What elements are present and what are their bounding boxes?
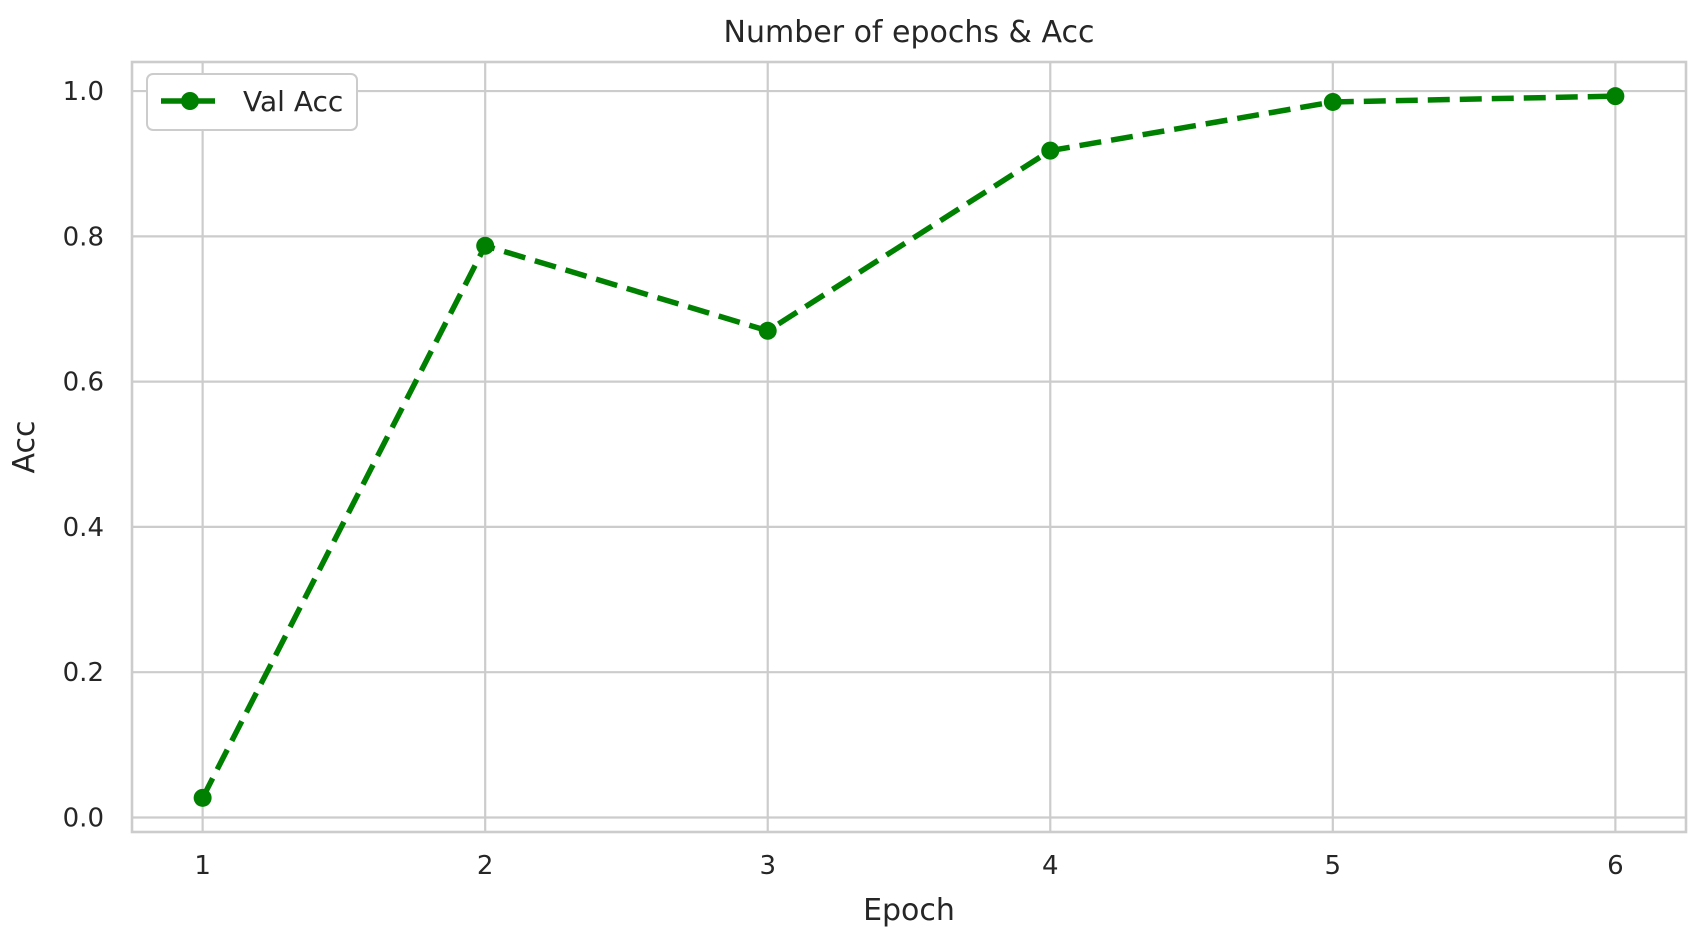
y-tick-label: 0.8 xyxy=(63,222,104,252)
y-tick-label: 1.0 xyxy=(63,77,104,107)
series-layer xyxy=(193,87,1625,807)
plot-frame xyxy=(130,60,1688,834)
y-tick-label: 0.4 xyxy=(63,513,104,543)
legend: Val Acc xyxy=(146,73,358,131)
chart-title: Number of epochs & Acc xyxy=(724,15,1095,50)
data-point xyxy=(1606,87,1625,106)
x-axis-label: Epoch xyxy=(863,893,955,928)
legend-box xyxy=(146,73,358,131)
x-tick-label: 5 xyxy=(1325,851,1342,881)
series-line-val-acc xyxy=(200,93,1616,800)
y-tick-label: 0.0 xyxy=(63,803,104,833)
x-tick-label: 3 xyxy=(759,851,776,881)
legend-marker xyxy=(181,92,199,110)
x-tick-label: 6 xyxy=(1607,851,1624,881)
x-tick-label: 2 xyxy=(477,851,494,881)
legend-label: Val Acc xyxy=(243,85,343,118)
data-point xyxy=(1323,92,1342,111)
x-tick-label: 1 xyxy=(194,851,211,881)
y-tick-label: 0.2 xyxy=(63,658,104,688)
grid xyxy=(132,62,1686,832)
y-tick-label: 0.6 xyxy=(63,368,104,398)
data-point xyxy=(758,321,777,340)
y-axis-label: Acc xyxy=(7,421,42,474)
tick-labels: 1 2 3 4 5 6 0.0 0.2 0.4 0.6 0.8 1.0 xyxy=(63,77,1624,881)
data-point xyxy=(1041,141,1060,160)
x-tick-label: 4 xyxy=(1042,851,1059,881)
data-point xyxy=(476,236,495,255)
data-point xyxy=(193,788,212,807)
